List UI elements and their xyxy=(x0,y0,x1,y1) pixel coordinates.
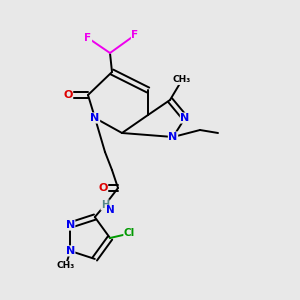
Text: N: N xyxy=(66,220,75,230)
Text: O: O xyxy=(63,90,73,100)
Text: F: F xyxy=(131,30,139,40)
Text: CH₃: CH₃ xyxy=(173,76,191,85)
Text: N: N xyxy=(168,132,178,142)
Text: Cl: Cl xyxy=(124,229,135,238)
Text: N: N xyxy=(106,206,115,215)
Text: N: N xyxy=(180,113,190,123)
Text: O: O xyxy=(98,183,108,193)
Text: N: N xyxy=(90,113,100,123)
Text: H: H xyxy=(101,200,109,210)
Text: N: N xyxy=(66,246,75,256)
Text: CH₃: CH₃ xyxy=(57,261,75,270)
Text: F: F xyxy=(84,33,92,43)
